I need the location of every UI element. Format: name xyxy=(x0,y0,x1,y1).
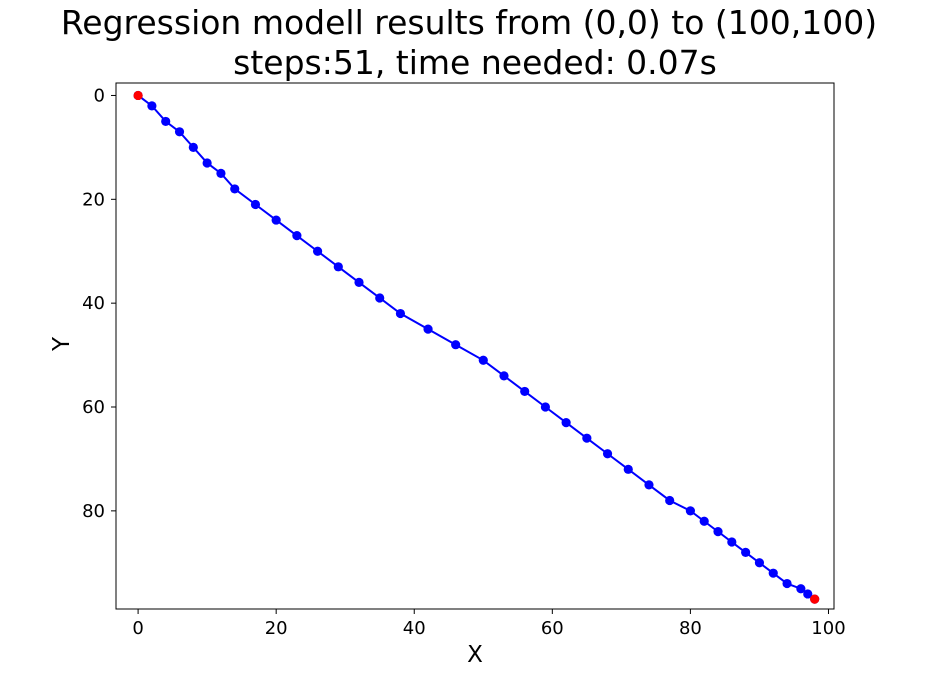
data-point xyxy=(161,116,171,127)
data-point xyxy=(216,168,226,178)
y-tick-label: 80 xyxy=(82,501,105,522)
data-point xyxy=(333,262,343,272)
data-point xyxy=(741,547,751,558)
chart-title: Regression modell results from (0,0) to … xyxy=(61,3,877,42)
data-point xyxy=(623,464,633,474)
data-point xyxy=(644,480,654,490)
data-point xyxy=(540,402,551,412)
x-tick-label: 100 xyxy=(811,618,845,639)
chart-subtitle: steps:51, time needed: 0.07s xyxy=(233,43,717,82)
data-point xyxy=(478,355,488,365)
data-point xyxy=(202,158,212,168)
plot-area xyxy=(133,90,820,604)
data-point xyxy=(354,277,364,287)
data-point xyxy=(147,101,157,111)
data-point xyxy=(230,184,240,194)
y-tick-label: 20 xyxy=(82,189,105,210)
data-point xyxy=(665,495,675,506)
data-point xyxy=(174,127,185,137)
end-point xyxy=(810,594,820,604)
x-tick-label: 60 xyxy=(541,618,564,639)
x-tick-label: 40 xyxy=(403,618,426,639)
data-point xyxy=(602,449,613,459)
y-axis-label: Y xyxy=(49,336,75,352)
data-point xyxy=(727,537,737,547)
data-point xyxy=(699,516,709,526)
x-axis: 0 20 40 60 80 100 xyxy=(132,609,846,639)
data-point xyxy=(520,386,530,397)
data-point xyxy=(312,246,323,256)
data-point xyxy=(713,527,723,537)
y-tick-label: 0 xyxy=(94,85,105,106)
x-axis-label: X xyxy=(467,642,483,668)
y-axis: 0 20 40 60 80 xyxy=(82,85,116,522)
data-point xyxy=(582,433,592,443)
y-tick-label: 60 xyxy=(82,397,105,418)
data-point xyxy=(451,340,461,350)
x-tick-label: 80 xyxy=(679,618,702,639)
data-point xyxy=(685,506,696,516)
data-point xyxy=(423,324,433,334)
start-point xyxy=(133,90,143,101)
data-point xyxy=(395,308,406,319)
data-point xyxy=(796,584,806,594)
data-point xyxy=(188,142,198,152)
y-tick-label: 40 xyxy=(82,293,105,314)
x-tick-label: 20 xyxy=(265,618,288,639)
data-point xyxy=(250,199,261,210)
data-point xyxy=(292,231,302,241)
data-point xyxy=(782,578,792,589)
data-point xyxy=(271,215,281,225)
data-point xyxy=(803,589,813,599)
data-point xyxy=(768,568,778,578)
plot-frame xyxy=(115,82,835,610)
data-point xyxy=(499,371,509,381)
data-point xyxy=(561,417,571,428)
data-point xyxy=(375,293,385,303)
data-point xyxy=(754,558,765,568)
x-tick-label: 0 xyxy=(132,618,143,639)
